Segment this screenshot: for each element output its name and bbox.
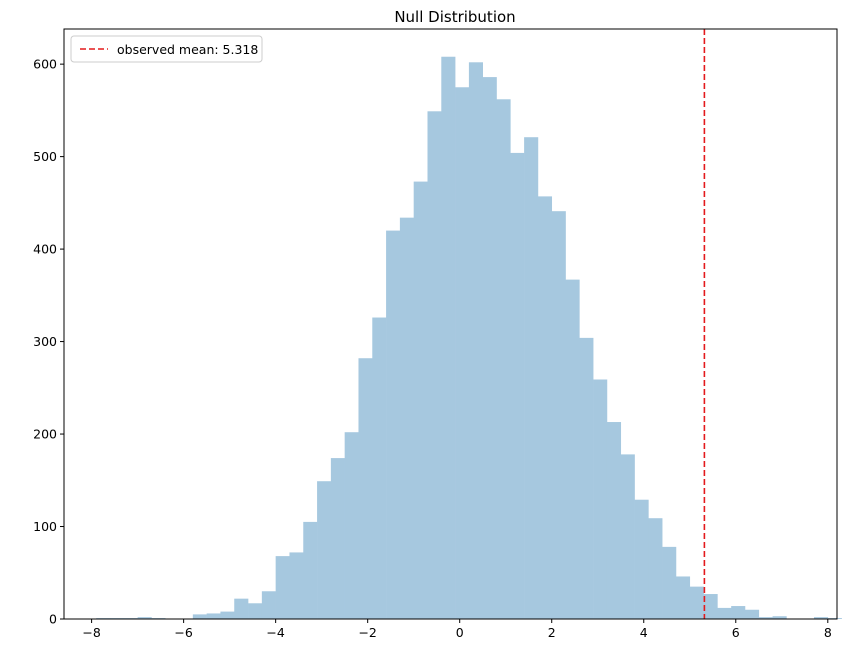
histogram-bar <box>289 552 304 619</box>
y-tick-label: 0 <box>49 612 57 627</box>
legend-box <box>70 35 263 63</box>
histogram-bar <box>510 152 525 620</box>
histogram-bar <box>565 279 580 619</box>
histogram-bar <box>620 454 635 619</box>
histogram-bar <box>662 546 677 619</box>
histogram-bar <box>413 181 428 619</box>
x-tick-label: 4 <box>640 625 648 640</box>
histogram-bar <box>551 211 566 619</box>
histogram-bar <box>344 432 359 619</box>
histogram-bar <box>537 196 553 619</box>
y-axis-ticks: 0 100 200 300 400 500 600 <box>33 57 64 627</box>
x-tick-label: 6 <box>732 625 740 640</box>
x-tick-label: 0 <box>456 625 464 640</box>
x-tick-label: 2 <box>548 625 556 640</box>
histogram-bar <box>468 62 483 620</box>
histogram-bar <box>703 594 718 619</box>
histogram-bar <box>648 518 663 619</box>
histogram-bar <box>220 611 235 619</box>
x-tick-label: −2 <box>358 625 376 640</box>
histogram-bar <box>482 77 497 620</box>
histogram-bar <box>455 87 470 619</box>
histogram-bar <box>303 521 318 619</box>
x-tick-label: −6 <box>174 625 192 640</box>
histogram-bar <box>606 422 622 619</box>
histogram-bar <box>206 613 221 619</box>
histogram-bar <box>441 56 456 620</box>
histogram-bar <box>689 586 704 619</box>
histogram-bar <box>634 499 649 619</box>
y-tick-label: 100 <box>33 519 57 534</box>
x-axis-ticks: −8 −6 −4 −2 0 2 4 6 8 <box>82 619 832 640</box>
histogram-bar <box>192 614 207 619</box>
histogram-bar <box>317 481 332 619</box>
histogram-bar <box>524 137 539 619</box>
y-tick-label: 300 <box>33 334 57 349</box>
chart-title: Null Distribution <box>394 8 515 26</box>
y-tick-label: 200 <box>33 427 57 442</box>
x-tick-label: −8 <box>82 625 100 640</box>
histogram-bar <box>813 617 829 619</box>
histogram-bar <box>744 609 760 619</box>
y-tick-label: 600 <box>33 57 57 72</box>
histogram-bar <box>261 591 276 619</box>
histogram-bar <box>386 230 401 619</box>
histogram-bar <box>330 458 345 619</box>
legend: observed mean: 5.318 <box>70 35 263 63</box>
histogram-bar <box>358 358 373 619</box>
histogram-bar <box>372 317 387 619</box>
histogram-bar <box>758 617 773 619</box>
histogram-bar <box>496 99 511 619</box>
histogram-bar <box>248 603 263 619</box>
y-tick-label: 400 <box>33 242 57 257</box>
histogram-bar <box>427 111 442 620</box>
histogram-bar <box>593 379 608 619</box>
histogram-bar <box>137 617 152 619</box>
histogram-bar <box>675 576 691 619</box>
histogram-bar <box>275 556 290 619</box>
histogram-bar <box>234 598 249 619</box>
x-tick-label: −4 <box>266 625 284 640</box>
histogram-bar <box>399 217 414 619</box>
axes-frame <box>63 28 838 620</box>
histogram-bars <box>96 56 842 620</box>
histogram-bar <box>579 337 594 619</box>
x-tick-label: 8 <box>824 625 832 640</box>
y-tick-label: 500 <box>33 149 57 164</box>
legend-label: observed mean: 5.318 <box>117 42 258 57</box>
histogram-bar <box>731 606 746 619</box>
histogram-bar <box>717 607 732 619</box>
histogram-bar <box>772 616 787 619</box>
